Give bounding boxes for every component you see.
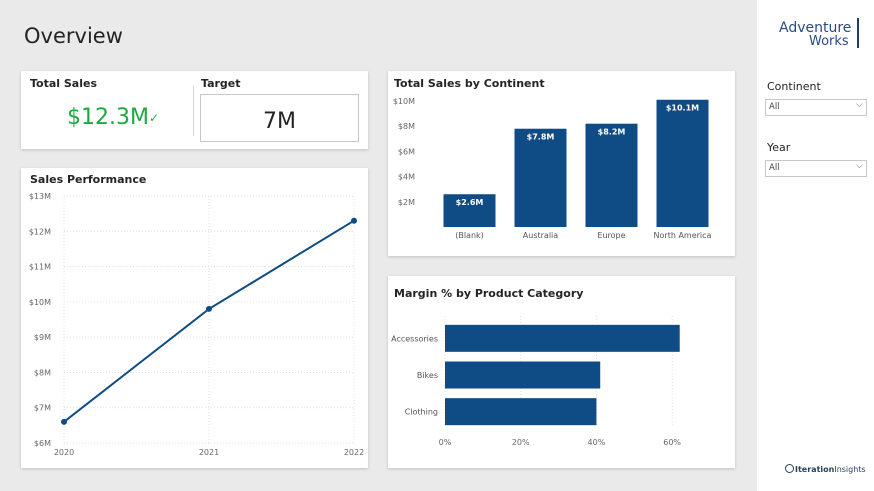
bar-data-label: $10.1M [666,104,699,113]
y-tick-label: $11M [29,263,51,272]
y-tick-label: $6M [398,147,415,156]
bar [585,123,638,227]
margin-chart-title: Margin % by Product Category [394,287,584,300]
x-tick-label: 2020 [54,448,74,457]
bar-data-label: $8.2M [598,128,626,137]
year-dropdown-value: All [769,163,780,173]
bar [445,361,601,389]
y-tick-label: $13M [29,192,51,201]
check-icon: ✓ [148,111,160,125]
bar [445,398,597,426]
data-point [351,217,357,224]
x-tick-label: 0% [439,438,452,447]
y-tick-label: $7M [34,404,51,413]
x-tick-label: 20% [512,438,530,447]
continent-dropdown[interactable]: All ⌵ [765,99,867,116]
continent-slicer-label: Continent [767,80,821,93]
kpi-divider [193,86,194,136]
year-slicer-label: Year [767,141,791,154]
x-tick-label: 2022 [344,448,364,457]
bar [514,128,567,227]
sales-performance-card[interactable]: Sales Performance $6M $7M $8M $9M $10M $11M $1… [21,168,368,468]
sales-performance-chart[interactable]: $6M $7M $8M $9M $10M $11M $12M $13M 2020 2021 2022 [21,168,368,468]
bar-data-label: $2.6M [456,198,484,207]
bar [656,99,709,227]
target-box: 7M [200,94,359,142]
brand-circle-icon [785,464,794,473]
y-tick-label: $8M [34,368,51,377]
chevron-down-icon: ⌵ [856,100,863,110]
y-tick-label: $9M [34,333,51,342]
continent-chart[interactable]: $2M $4M $6M $8M $10M $2.6M (Blank) $7.8M Austral… [388,71,735,256]
y-tick-label: $6M [34,439,51,448]
x-tick-label: 60% [663,438,681,447]
year-dropdown[interactable]: All ⌵ [765,160,867,177]
y-tick-label: $10M [393,97,415,106]
x-tick-label: Europe [597,231,625,240]
bar-data-label: $7.8M [527,133,555,142]
y-tick-label: Bikes [417,371,438,380]
margin-chart[interactable]: 0% 20% 40% 60% Accessories Bikes Clothing [388,276,735,468]
margin-card[interactable]: Margin % by Product Category 0% 20% 40% 60%… [388,276,735,468]
kpi-card[interactable]: Total Sales $12.3M✓ Target 7M [21,71,368,149]
data-point [61,418,67,425]
filter-pane: Adventure Works Continent All ⌵ Year All… [757,0,874,491]
y-tick-label: $10M [29,298,51,307]
x-tick-label: (Blank) [455,231,484,240]
brand-logo: IterationInsights [785,464,866,474]
chevron-down-icon: ⌵ [856,161,863,171]
bar [443,194,496,227]
x-tick-label: 40% [588,438,606,447]
x-tick-label: 2021 [199,448,219,457]
continent-dropdown-value: All [769,102,780,112]
logo-bar [857,18,859,48]
logo-line-1: Adventure [779,20,852,36]
continent-chart-title: Total Sales by Continent [394,77,545,90]
y-tick-label: $4M [398,173,415,182]
target-label: Target [201,77,241,90]
data-point [206,305,212,312]
y-tick-label: Accessories [391,334,438,343]
brand-name-b: Insights [834,465,866,474]
total-sales-number: $12.3M [67,105,149,130]
sales-performance-title: Sales Performance [30,173,147,186]
brand-name-a: Iteration [795,465,835,474]
bar [445,324,680,352]
report-canvas: Overview Total Sales $12.3M✓ Target 7M S… [21,24,735,468]
logo-line-2: Works [809,34,849,49]
y-tick-label: $12M [29,227,51,236]
y-tick-label: $8M [398,122,415,131]
x-tick-label: North America [654,231,712,240]
x-tick-label: Australia [523,231,558,240]
total-sales-value: $12.3M✓ [67,105,159,130]
continent-card[interactable]: Total Sales by Continent $2M $4M $6M $8M $10… [388,71,735,256]
target-value: 7M [263,109,296,134]
page-title: Overview [24,24,123,48]
total-sales-label: Total Sales [30,77,98,90]
y-tick-label: Clothing [405,408,438,417]
y-tick-label: $2M [398,198,415,207]
